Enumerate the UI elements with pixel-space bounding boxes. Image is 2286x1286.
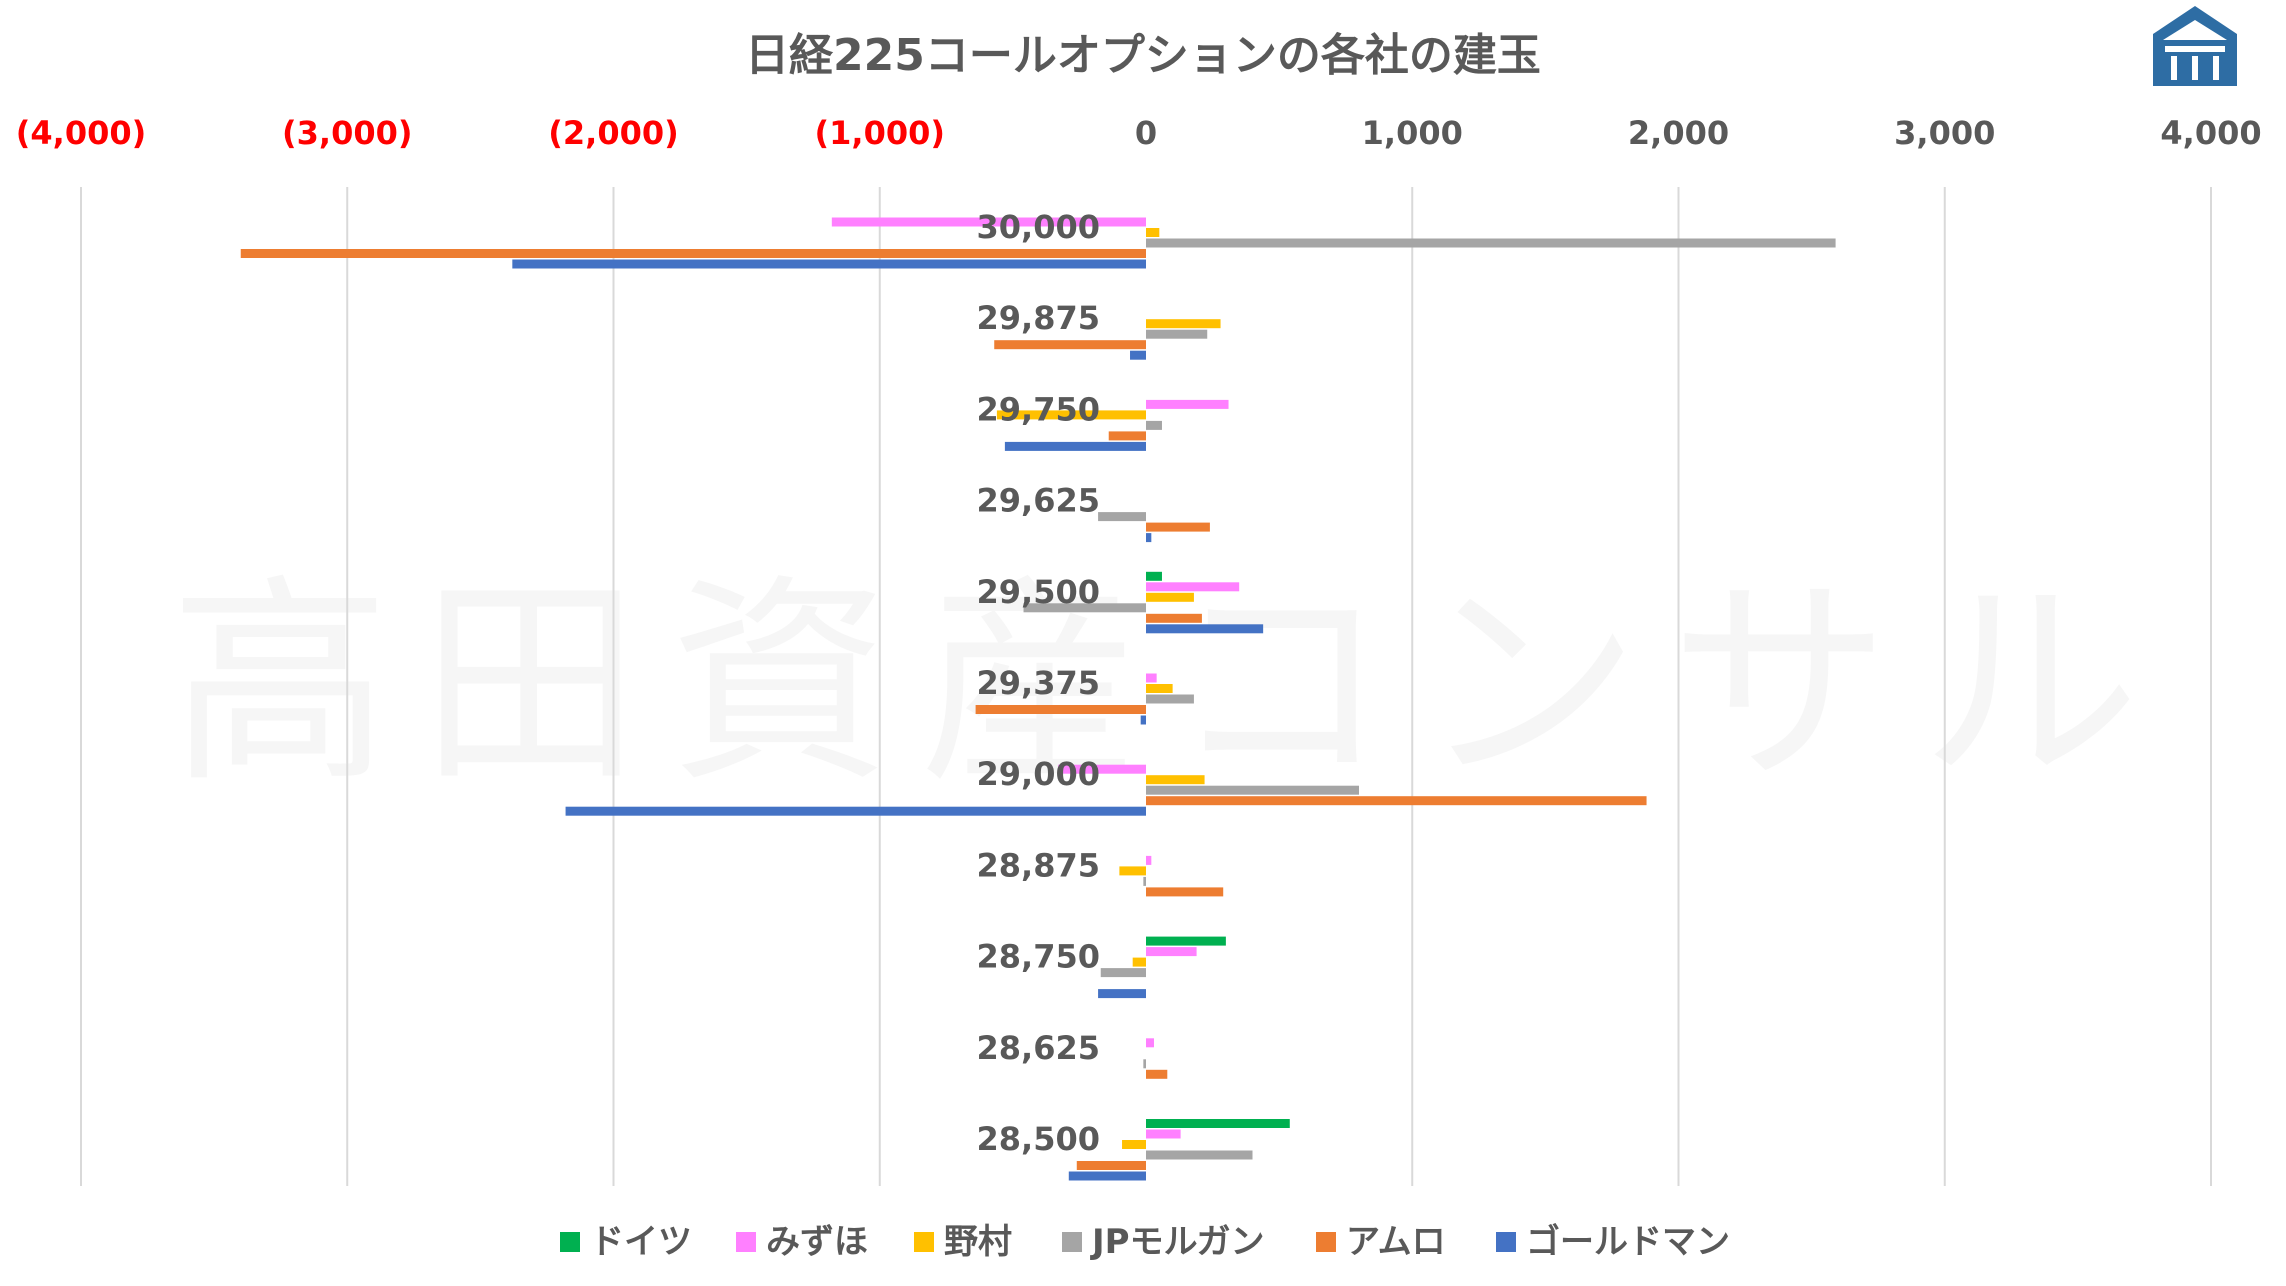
category-label: 28,500 xyxy=(977,1120,1100,1158)
legend-label: JPモルガン xyxy=(1090,1222,1265,1262)
bar xyxy=(1146,673,1157,683)
bar xyxy=(975,705,1146,714)
bar xyxy=(1100,968,1146,978)
legend-swatch xyxy=(1496,1232,1516,1252)
bar xyxy=(1146,592,1194,602)
x-tick-label: 1,000 xyxy=(1362,114,1463,152)
bar xyxy=(1146,399,1229,409)
x-tick-label: (1,000) xyxy=(815,114,945,152)
bar xyxy=(1146,785,1359,795)
bar xyxy=(1146,238,1836,248)
bar xyxy=(994,340,1146,350)
bar xyxy=(1146,522,1210,532)
legend-swatch xyxy=(1316,1232,1336,1252)
bar xyxy=(1146,228,1160,237)
x-tick-label: (2,000) xyxy=(548,114,678,152)
bar xyxy=(996,410,1146,420)
bar xyxy=(1132,957,1146,967)
x-tick-label: 4,000 xyxy=(2160,114,2261,152)
legend-swatch xyxy=(1062,1232,1082,1252)
bar xyxy=(1146,775,1205,785)
legend-swatch xyxy=(914,1232,934,1252)
legend-label: 野村 xyxy=(944,1222,1012,1262)
category-label: 29,500 xyxy=(977,573,1100,611)
bar xyxy=(1146,613,1202,623)
bar xyxy=(1146,533,1152,543)
bar xyxy=(1146,796,1647,806)
category-label: 29,875 xyxy=(977,299,1100,337)
bar xyxy=(1146,319,1221,329)
bar xyxy=(1122,1140,1146,1149)
x-tick-label: 0 xyxy=(1135,114,1157,152)
bar xyxy=(1098,989,1146,999)
legend-label: みずほ xyxy=(766,1222,868,1262)
category-label: 30,000 xyxy=(977,208,1100,246)
legend-swatch xyxy=(560,1232,580,1252)
bar xyxy=(240,249,1146,258)
bar xyxy=(1146,684,1173,693)
bar xyxy=(512,259,1146,269)
x-tick-label: (4,000) xyxy=(16,114,146,152)
bar xyxy=(1146,571,1162,581)
x-tick-label: (3,000) xyxy=(282,114,412,152)
bar xyxy=(1098,512,1146,522)
bar xyxy=(1058,764,1146,774)
bar xyxy=(1146,624,1264,634)
bar xyxy=(1068,1171,1146,1181)
bar xyxy=(1146,855,1152,865)
bar xyxy=(1146,936,1226,946)
logo-icon xyxy=(2153,6,2237,86)
category-label: 29,625 xyxy=(977,482,1100,520)
legend-label: アムロ xyxy=(1346,1222,1446,1262)
category-label: 29,000 xyxy=(977,755,1100,793)
bar xyxy=(1146,1038,1154,1048)
bar xyxy=(1130,350,1146,360)
bar xyxy=(1146,1129,1181,1139)
legend-label: ゴールドマン xyxy=(1526,1222,1730,1262)
legend-label: ドイツ xyxy=(590,1222,692,1262)
bar xyxy=(1146,1150,1253,1160)
bar xyxy=(1146,694,1194,704)
bar xyxy=(565,806,1146,816)
bar xyxy=(1146,947,1197,957)
bar xyxy=(1023,603,1146,613)
bar xyxy=(1108,431,1146,441)
bar xyxy=(1146,887,1224,897)
bar xyxy=(1119,866,1146,876)
category-label: 28,875 xyxy=(977,846,1100,884)
category-label: 29,375 xyxy=(977,664,1100,702)
chart-title: 日経225コールオプションの各社の建玉 xyxy=(745,30,1541,81)
bar xyxy=(1146,1069,1168,1079)
bar xyxy=(1146,1119,1290,1128)
bar xyxy=(831,217,1146,227)
legend-swatch xyxy=(736,1232,756,1252)
bar xyxy=(1146,420,1162,430)
category-label: 28,750 xyxy=(977,938,1100,976)
x-tick-label: 3,000 xyxy=(1894,114,1995,152)
bar xyxy=(1146,582,1240,592)
category-label: 29,750 xyxy=(977,390,1100,428)
bar xyxy=(1146,329,1208,339)
bar xyxy=(1143,876,1146,886)
bar xyxy=(1076,1161,1146,1170)
bar xyxy=(1143,1059,1146,1069)
bar xyxy=(1004,441,1146,451)
x-tick-label: 2,000 xyxy=(1628,114,1729,152)
category-label: 28,625 xyxy=(977,1029,1100,1067)
bar xyxy=(1140,715,1146,725)
